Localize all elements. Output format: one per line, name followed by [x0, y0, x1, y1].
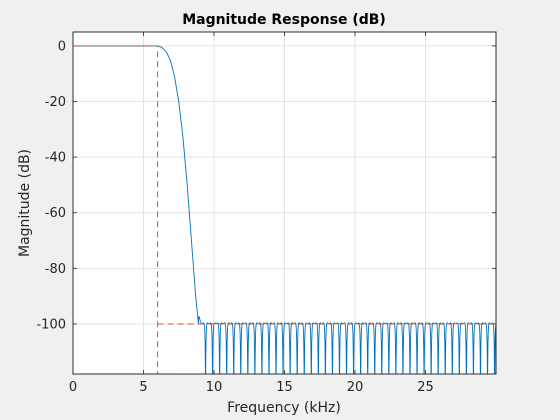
magnitude-response-line: [73, 45, 496, 374]
y-tick-label: -60: [45, 206, 66, 221]
x-tick-label: 15: [276, 380, 293, 395]
grid-lines: [73, 32, 496, 374]
y-axis-label: Magnitude (dB): [17, 149, 33, 257]
y-tick-label: 0: [58, 39, 66, 54]
y-tick-label: -40: [45, 151, 66, 166]
axes-frame: [72, 31, 497, 375]
x-tick-label: 5: [139, 380, 147, 395]
y-tick-label: -80: [45, 262, 66, 277]
x-tick-label: 20: [347, 380, 364, 395]
x-tick-label: 10: [206, 380, 223, 395]
x-tick-label: 0: [69, 380, 77, 395]
spec-mask-passband: [73, 45, 496, 374]
y-tick-label: -20: [45, 95, 66, 110]
x-tick-label: 25: [417, 380, 434, 395]
y-tick-label: -100: [36, 317, 66, 332]
chart-title: Magnitude Response (dB): [182, 12, 386, 28]
axis-ticks: 0 5 10 15 20 25 0 -20 -40 -60 -80 -100: [36, 32, 496, 395]
x-axis-label: Frequency (kHz): [227, 400, 341, 416]
